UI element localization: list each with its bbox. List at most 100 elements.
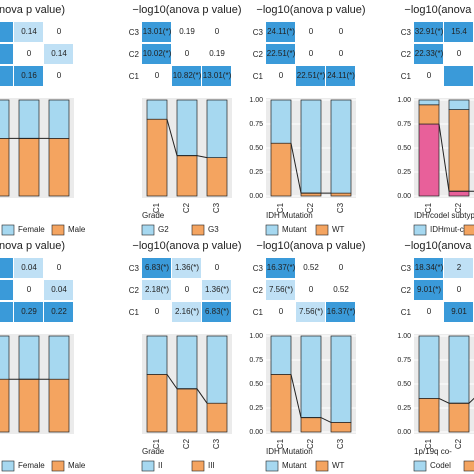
heat-cell: [266, 22, 295, 42]
heat-cell-label: 24.11(*): [327, 71, 355, 80]
bar-segment: [448, 402, 470, 433]
heat-row-label: C3: [253, 264, 264, 273]
y-tick-label: 0.50: [249, 381, 263, 388]
bar-segment: [18, 138, 40, 197]
legend-swatch: [1, 224, 15, 236]
legend-label: Codel: [430, 461, 451, 470]
heat-cell: [414, 44, 443, 64]
y-tick-label: 0.25: [397, 405, 411, 412]
y-tick-label: 1.00: [249, 333, 263, 340]
legend-title: IDH Mutation: [266, 447, 313, 456]
heat-cell: [142, 22, 171, 42]
legend-swatch: [265, 460, 279, 472]
heat-cell: [444, 22, 473, 42]
bar-segment: [300, 335, 322, 418]
heat-cell-label: 0: [185, 285, 190, 294]
legend-label: G3: [208, 225, 219, 234]
heat-cell-label: 6.83(*): [205, 307, 229, 316]
legend-label: WT: [332, 461, 345, 470]
legend-swatch: [191, 224, 205, 236]
bar-segment: [270, 142, 292, 197]
heat-row-label: C3: [253, 28, 264, 37]
heat-cell: [0, 44, 13, 64]
bar-segment: [48, 335, 70, 380]
heat-cell: [44, 280, 73, 300]
heat-cell-label: 0.16: [21, 71, 37, 80]
heat-cell-label: 22.33(*): [415, 49, 444, 58]
bar-segment: [330, 335, 352, 423]
legend-swatch: [463, 460, 474, 472]
x-tick-label: C1: [152, 438, 161, 449]
legend-label: WT: [332, 225, 345, 234]
heat-cell-label: 0: [185, 49, 190, 58]
heat-cell-label: 0.52: [303, 263, 319, 272]
heat-cell: [202, 302, 231, 322]
heat-cell-label: 0: [427, 307, 432, 316]
bar-segment: [146, 374, 168, 433]
heat-cell-label: 0: [279, 307, 284, 316]
bar-segment: [448, 190, 470, 197]
heat-cell-label: 7.56(*): [269, 285, 293, 294]
y-tick-label: 0.25: [249, 405, 263, 412]
legend-swatch: [463, 224, 474, 236]
bar-segment: [176, 388, 198, 433]
heat-cell: [296, 280, 325, 300]
bar-segment: [300, 417, 322, 433]
heat-cell: [142, 66, 171, 86]
panel-title: −log10(anova p value): [256, 240, 365, 252]
trend-line: [290, 374, 332, 423]
heat-cell-label: 1.36(*): [175, 263, 199, 272]
trend-line: [166, 374, 208, 404]
heat-cell-label: 0: [57, 71, 62, 80]
bar-segment: [418, 335, 440, 399]
x-tick-label: C3: [336, 202, 345, 213]
heat-cell: [326, 66, 355, 86]
heat-cell: [202, 44, 231, 64]
bar-segment: [146, 118, 168, 197]
heat-row-label: C2: [253, 286, 264, 295]
heat-cell: [202, 280, 231, 300]
heat-cell: [0, 302, 13, 322]
heat-cell-label: 0: [155, 71, 160, 80]
heat-cell: [0, 22, 13, 42]
heat-cell: [414, 258, 443, 278]
legend-label: Mutant: [282, 225, 307, 234]
panel-title: −log10(anova p value): [132, 240, 241, 252]
bar-segment: [18, 335, 40, 380]
y-tick-label: 0.50: [397, 381, 411, 388]
bar-segment: [206, 402, 228, 433]
y-tick-label: 1.00: [397, 333, 411, 340]
legend-label: Female: [18, 461, 45, 470]
bar-segment: [448, 99, 470, 110]
legend-label: Female: [18, 225, 45, 234]
bar-segment: [300, 99, 322, 194]
heat-cell-label: 0: [279, 71, 284, 80]
heat-cell-label: 32.91(*): [415, 27, 444, 36]
legend-label: G2: [158, 225, 169, 234]
legend-swatch: [315, 224, 329, 236]
heat-cell-label: 2.16(*): [175, 307, 199, 316]
heat-row-label: C3: [129, 28, 140, 37]
bar-segment: [0, 335, 10, 380]
bar-segment: [48, 99, 70, 139]
x-tick-label: C3: [212, 438, 221, 449]
heat-row-label: C3: [129, 264, 140, 273]
heat-cell: [414, 22, 443, 42]
heat-cell: [296, 22, 325, 42]
heat-row-label: C2: [253, 50, 264, 59]
bar-segment: [18, 378, 40, 433]
x-tick-label: C2: [454, 438, 463, 449]
bar-segment: [270, 335, 292, 375]
legend-swatch: [51, 224, 65, 236]
heat-cell: [202, 66, 231, 86]
x-tick-label: C3: [336, 438, 345, 449]
heat-cell-label: 1.36(*): [205, 285, 229, 294]
heat-cell: [142, 280, 171, 300]
heat-cell: [266, 258, 295, 278]
heat-cell-label: 0: [27, 49, 32, 58]
bar-segment: [418, 123, 440, 197]
x-tick-label: C1: [276, 202, 285, 213]
heat-cell-label: 18.34(*): [415, 263, 444, 272]
heat-cell-label: 0.52: [333, 285, 349, 294]
legend-swatch: [315, 460, 329, 472]
